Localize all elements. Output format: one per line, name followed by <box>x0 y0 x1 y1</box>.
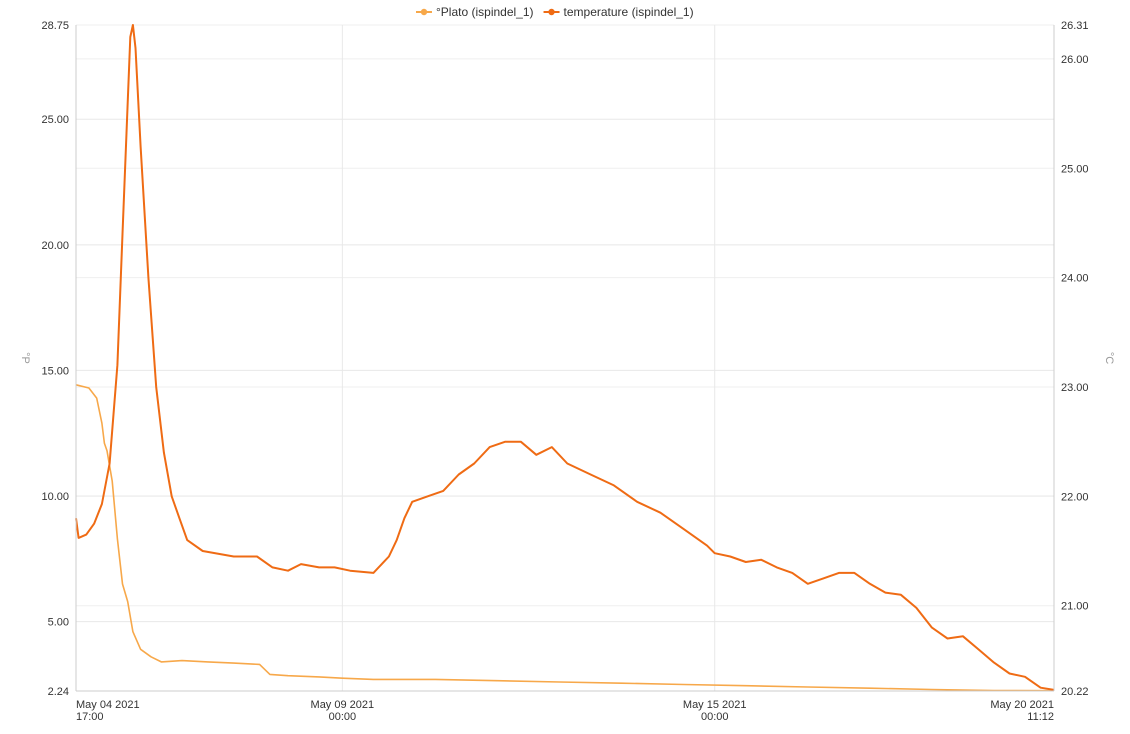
series-line-plato[interactable] <box>75 384 1055 692</box>
y-right-tick-label: 23.00 <box>1061 382 1089 394</box>
legend[interactable]: °Plato (ispindel_1) temperature (ispindel… <box>416 5 694 19</box>
y-left-tick-label: 5.00 <box>48 617 69 629</box>
y-right-tick-label: 25.00 <box>1061 163 1089 175</box>
x-tick-label-time: 17:00 <box>76 711 104 723</box>
y-left-tick-label: 10.00 <box>41 491 69 503</box>
legend-marker <box>420 8 428 16</box>
y-right-tick-label: 26.31 <box>1061 20 1089 32</box>
y-right-tick-label: 26.00 <box>1061 54 1089 66</box>
y-axis-left-label: °P <box>19 352 31 364</box>
y-left-tick-label: 28.75 <box>41 20 69 32</box>
x-tick-label-time: 11:12 <box>1027 711 1054 723</box>
y-right-tick-label: 20.22 <box>1061 686 1089 698</box>
y-right-tick-label: 21.00 <box>1061 601 1089 613</box>
y-right-tick-label: 24.00 <box>1061 273 1089 285</box>
axes: °P °C 2.24 5.00 10.00 15.00 20.00 25.00 28.75 2… <box>19 20 1115 723</box>
grid <box>75 24 1055 692</box>
y-left-tick-label: 15.00 <box>41 365 69 377</box>
legend-item-plato[interactable]: °Plato (ispindel_1) <box>416 5 534 19</box>
x-tick-label-date: May 04 2021 <box>76 699 140 711</box>
legend-item-temperature[interactable]: temperature (ispindel_1) <box>543 5 694 19</box>
x-tick-label-date: May 15 2021 <box>683 699 747 711</box>
y-left-tick-label: 2.24 <box>48 686 69 698</box>
y-left-tick-label: 20.00 <box>41 240 69 252</box>
y-right-tick-label: 22.00 <box>1061 491 1089 503</box>
legend-marker <box>548 8 555 16</box>
x-tick-label-date: May 20 2021 <box>990 699 1054 711</box>
x-tick-label-time: 00:00 <box>701 711 729 723</box>
series-layer <box>75 24 1055 692</box>
series-line-temperature[interactable] <box>75 24 1055 691</box>
x-tick-label-time: 00:00 <box>329 711 357 723</box>
legend-label: temperature (ispindel_1) <box>564 5 694 19</box>
y-axis-right-label: °C <box>1103 352 1115 364</box>
legend-label: °Plato (ispindel_1) <box>436 5 534 19</box>
x-tick-label-date: May 09 2021 <box>311 699 375 711</box>
y-left-tick-label: 25.00 <box>41 114 69 126</box>
